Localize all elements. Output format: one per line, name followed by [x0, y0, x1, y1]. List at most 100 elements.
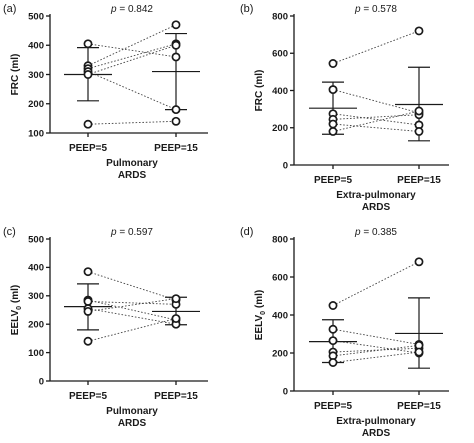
x-tick-label: PEEP=5 [314, 175, 353, 186]
data-point-peep5 [328, 358, 338, 367]
data-point-peep5 [83, 267, 93, 277]
panel-3: (c) p = 0.597 0 100 200 300 400 500 PEEP=5 PEEP=1… [3, 226, 208, 429]
y-tick-label: 200 [272, 123, 288, 134]
group-label: ARDS [362, 202, 391, 213]
data-point-peep5 [328, 301, 338, 310]
data-point-peep15 [171, 105, 181, 115]
y-tick-label: 400 [28, 41, 44, 52]
pair-line [87, 308, 177, 325]
data-point-peep5 [83, 306, 93, 316]
y-tick-label: 500 [28, 11, 44, 22]
group-label: Pulmonary [106, 158, 158, 169]
p-value-label: p = 0.842 [110, 4, 153, 15]
y-axis-label: EELV0 (ml) [10, 285, 23, 335]
x-tick-label: PEEP=15 [154, 143, 198, 154]
panel-label: (d) [240, 226, 253, 238]
pair-line [332, 344, 420, 357]
group-label: ARDS [118, 170, 147, 181]
data-point-peep15 [171, 314, 181, 323]
panel-1: (a) p = 0.842 100 200 300 400 500 PEEP=5 PEEP=15… [3, 3, 208, 181]
pair-line [87, 43, 177, 70]
y-tick-label: 600 [272, 49, 288, 60]
pair-line [332, 110, 420, 132]
x-tick-label: PEEP=15 [397, 401, 441, 412]
panel-4: (d) p = 0.385 0 200 400 600 800 PEEP=5 PEEP=15 Ex… [240, 226, 449, 439]
y-tick-label: 400 [272, 86, 288, 97]
pair-line [332, 261, 420, 306]
y-tick-label: 100 [28, 128, 44, 139]
y-tick-label: 200 [28, 320, 44, 331]
pair-line [332, 340, 420, 354]
y-tick-label: 300 [28, 291, 44, 302]
y-tick-label: 200 [28, 99, 44, 110]
y-tick-label: 600 [272, 272, 288, 283]
pair-line [332, 347, 420, 353]
data-point-peep5 [328, 324, 338, 334]
data-point-peep5 [328, 85, 338, 95]
pair-line [332, 89, 420, 114]
pair-line [332, 123, 420, 132]
y-axis-label: FRC (ml) [254, 70, 265, 112]
data-point-peep5 [83, 39, 93, 49]
group-label: ARDS [362, 428, 391, 439]
pair-line [87, 24, 177, 67]
pair-line [332, 351, 420, 363]
data-point-peep15 [171, 116, 181, 126]
y-tick-label: 800 [272, 11, 288, 22]
data-point-peep5 [83, 336, 93, 346]
data-point-peep5 [328, 59, 338, 68]
data-point-peep15 [171, 20, 181, 30]
x-tick-label: PEEP=5 [69, 143, 108, 154]
y-tick-label: 0 [283, 386, 288, 397]
data-point-peep15 [171, 294, 181, 304]
pair-line [87, 299, 177, 321]
data-point-peep5 [328, 119, 338, 129]
group-label: Extra-pulmonary [336, 190, 416, 201]
panel-label: (b) [240, 3, 253, 15]
panel-2: (b) p = 0.578 0 200 400 600 800 PEEP=5 PEEP=15 Ex… [240, 3, 449, 213]
y-axis-label: EELV0 (ml) [254, 290, 267, 340]
data-point-peep5 [83, 70, 93, 79]
p-value-label: p = 0.385 [354, 227, 397, 238]
pair-line [87, 71, 177, 111]
data-point-peep5 [328, 336, 338, 346]
pair-line [332, 114, 420, 120]
pair-line [87, 298, 177, 312]
data-point-peep5 [83, 297, 93, 306]
data-point-peep15 [414, 257, 424, 267]
data-point-peep15 [171, 40, 181, 50]
data-point-peep15 [414, 26, 424, 36]
y-tick-label: 400 [272, 310, 288, 321]
panel-label: (c) [3, 226, 16, 238]
data-point-peep15 [171, 52, 181, 62]
pair-line [87, 271, 177, 301]
y-tick-label: 100 [28, 348, 44, 359]
pair-line [87, 120, 177, 125]
x-tick-label: PEEP=5 [69, 391, 108, 402]
y-tick-label: 0 [283, 160, 288, 171]
group-label: Pulmonary [106, 406, 158, 417]
data-point-peep15 [414, 106, 424, 116]
y-axis-label: FRC (ml) [10, 54, 21, 96]
data-point-peep15 [414, 347, 424, 357]
y-tick-label: 200 [272, 348, 288, 359]
data-point-peep5 [328, 127, 338, 136]
y-tick-label: 300 [28, 70, 44, 81]
x-tick-label: PEEP=5 [314, 401, 353, 412]
pair-line [332, 30, 420, 64]
pair-line [87, 43, 177, 58]
y-tick-label: 800 [272, 234, 288, 245]
group-label: ARDS [118, 418, 147, 429]
y-tick-label: 400 [28, 263, 44, 274]
pair-line [332, 328, 420, 345]
x-tick-label: PEEP=15 [154, 391, 198, 402]
pair-line [332, 113, 420, 126]
pair-line [87, 301, 177, 305]
x-tick-label: PEEP=15 [397, 175, 441, 186]
y-tick-label: 500 [28, 234, 44, 245]
group-label: Extra-pulmonary [336, 416, 416, 427]
panel-label: (a) [3, 3, 16, 15]
data-point-peep5 [83, 119, 93, 129]
y-tick-label: 0 [39, 376, 44, 387]
